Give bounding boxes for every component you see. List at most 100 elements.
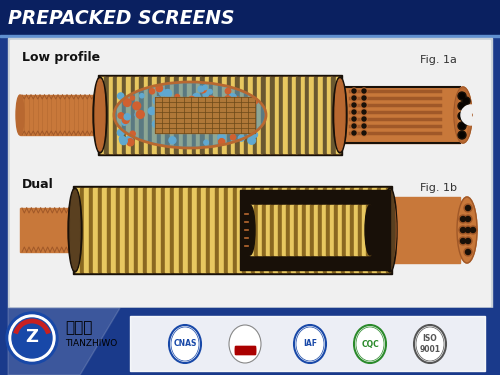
Bar	[235, 350, 255, 351]
Bar	[310, 205, 314, 255]
Bar	[304, 188, 309, 272]
Bar	[209, 77, 214, 153]
Bar	[274, 205, 278, 255]
Circle shape	[198, 112, 203, 117]
Circle shape	[234, 96, 239, 101]
Bar	[165, 188, 170, 272]
Circle shape	[244, 98, 250, 104]
Bar	[73, 186, 392, 274]
Bar	[218, 77, 222, 153]
Circle shape	[361, 95, 367, 101]
Circle shape	[153, 97, 161, 105]
Bar	[386, 188, 390, 272]
Bar	[156, 188, 160, 272]
Ellipse shape	[294, 325, 326, 363]
Bar	[376, 188, 381, 272]
Circle shape	[228, 120, 235, 127]
Circle shape	[458, 131, 466, 139]
Bar	[210, 188, 214, 272]
Bar	[188, 77, 192, 153]
Bar	[226, 77, 231, 153]
Bar	[279, 77, 283, 153]
Bar	[270, 77, 275, 153]
Circle shape	[160, 114, 166, 119]
Bar	[354, 188, 358, 272]
Bar	[235, 348, 255, 350]
Bar	[362, 205, 366, 255]
Bar	[350, 205, 354, 255]
Ellipse shape	[93, 77, 107, 153]
Bar	[108, 77, 114, 153]
Circle shape	[210, 117, 214, 121]
Bar	[20, 208, 80, 252]
Bar	[148, 77, 152, 153]
Circle shape	[361, 130, 367, 136]
Circle shape	[182, 129, 186, 133]
Circle shape	[244, 120, 248, 125]
Bar	[142, 188, 147, 272]
Bar	[100, 77, 104, 153]
Bar	[332, 188, 336, 272]
Bar	[294, 205, 298, 255]
Bar	[102, 188, 106, 272]
Text: 天之沃: 天之沃	[65, 321, 92, 336]
Circle shape	[248, 134, 254, 140]
Bar	[138, 188, 142, 272]
Circle shape	[226, 88, 230, 94]
Bar	[113, 77, 118, 153]
Circle shape	[460, 132, 464, 138]
Circle shape	[460, 93, 464, 99]
Bar	[310, 77, 314, 153]
Circle shape	[136, 111, 144, 118]
Circle shape	[458, 122, 466, 130]
Bar	[174, 188, 178, 272]
Bar	[266, 77, 270, 153]
Ellipse shape	[365, 205, 375, 255]
Circle shape	[352, 96, 356, 100]
Circle shape	[460, 228, 466, 232]
Bar	[170, 188, 174, 272]
Bar	[196, 188, 201, 272]
Circle shape	[464, 204, 472, 212]
Circle shape	[352, 131, 356, 135]
Circle shape	[460, 114, 464, 118]
Bar	[8, 38, 492, 308]
Circle shape	[120, 137, 127, 145]
Circle shape	[160, 102, 167, 109]
Bar	[206, 188, 210, 272]
Ellipse shape	[354, 325, 386, 363]
Circle shape	[361, 123, 367, 129]
Bar	[254, 205, 258, 255]
Bar	[248, 77, 253, 153]
Circle shape	[164, 90, 172, 97]
Circle shape	[122, 117, 129, 123]
Bar	[260, 188, 264, 272]
Bar	[381, 188, 386, 272]
Ellipse shape	[70, 190, 80, 270]
Circle shape	[218, 134, 226, 141]
Bar	[242, 188, 246, 272]
Text: TIANZHIWO: TIANZHIWO	[65, 339, 117, 348]
Circle shape	[462, 117, 470, 125]
Circle shape	[124, 99, 131, 106]
Circle shape	[460, 104, 464, 108]
Bar	[300, 77, 306, 153]
Circle shape	[352, 89, 356, 93]
Ellipse shape	[169, 325, 201, 363]
Circle shape	[127, 139, 134, 146]
Circle shape	[223, 115, 230, 122]
Bar	[255, 188, 260, 272]
Bar	[0, 35, 500, 37]
Bar	[240, 190, 390, 270]
Circle shape	[362, 124, 366, 128]
Bar	[340, 87, 460, 143]
Circle shape	[460, 123, 464, 129]
Bar	[0, 308, 500, 375]
Bar	[192, 77, 196, 153]
Bar	[20, 95, 105, 135]
Bar	[120, 188, 124, 272]
Circle shape	[238, 119, 244, 124]
Circle shape	[242, 111, 246, 116]
Circle shape	[238, 135, 244, 141]
Circle shape	[124, 114, 130, 120]
